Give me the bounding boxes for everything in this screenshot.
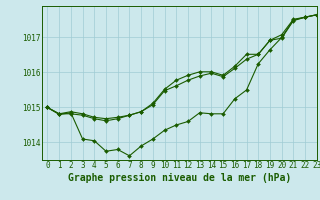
X-axis label: Graphe pression niveau de la mer (hPa): Graphe pression niveau de la mer (hPa): [68, 173, 291, 183]
